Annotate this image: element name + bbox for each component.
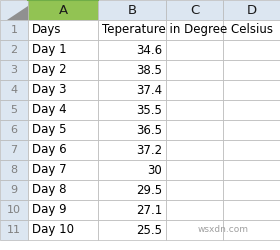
Bar [98, 200, 166, 220]
Bar [223, 160, 280, 180]
Text: 25.5: 25.5 [136, 224, 162, 236]
Bar [98, 160, 166, 180]
Text: 3: 3 [11, 65, 17, 75]
Text: Teperature in Degree Celsius: Teperature in Degree Celsius [102, 24, 273, 36]
Text: Day 6: Day 6 [32, 144, 67, 156]
Bar [223, 60, 280, 80]
Text: 34.6: 34.6 [136, 44, 162, 57]
Bar [28, 60, 98, 80]
Bar [223, 200, 280, 220]
Text: 38.5: 38.5 [136, 64, 162, 76]
Bar [223, 140, 280, 160]
Bar [98, 60, 166, 80]
Bar [28, 0, 98, 20]
Text: 30: 30 [147, 164, 162, 176]
Bar [223, 20, 280, 40]
Text: wsxdn.com: wsxdn.com [197, 226, 249, 234]
Bar [28, 40, 98, 60]
Bar [0, 60, 28, 80]
Text: 7: 7 [10, 145, 18, 155]
Bar [98, 220, 166, 240]
Bar [0, 140, 28, 160]
Bar [0, 20, 28, 40]
Bar [98, 80, 166, 100]
Bar [98, 140, 166, 160]
Polygon shape [7, 6, 28, 20]
Bar [0, 80, 28, 100]
Text: Day 10: Day 10 [32, 224, 74, 236]
Text: Day 1: Day 1 [32, 44, 67, 57]
Text: C: C [190, 4, 199, 16]
Bar [166, 80, 223, 100]
Text: 2: 2 [10, 45, 18, 55]
Text: 6: 6 [11, 125, 17, 135]
Bar [223, 220, 280, 240]
Bar [0, 180, 28, 200]
Bar [223, 80, 280, 100]
Bar [28, 140, 98, 160]
Bar [28, 100, 98, 120]
Bar [166, 120, 223, 140]
Text: 29.5: 29.5 [136, 184, 162, 196]
Text: 37.4: 37.4 [136, 84, 162, 96]
Bar [0, 160, 28, 180]
Bar [98, 40, 166, 60]
Text: B: B [127, 4, 137, 16]
Bar [166, 100, 223, 120]
Bar [223, 0, 280, 20]
Bar [28, 80, 98, 100]
Bar [28, 20, 98, 40]
Text: 27.1: 27.1 [136, 204, 162, 216]
Text: Day 2: Day 2 [32, 64, 67, 76]
Text: A: A [59, 4, 67, 16]
Bar [166, 0, 223, 20]
Bar [166, 220, 223, 240]
Bar [0, 40, 28, 60]
Bar [98, 180, 166, 200]
Bar [0, 220, 28, 240]
Bar [166, 180, 223, 200]
Bar [166, 40, 223, 60]
Text: 1: 1 [11, 25, 17, 35]
Bar [166, 160, 223, 180]
Bar [0, 200, 28, 220]
Text: 10: 10 [7, 205, 21, 215]
Text: Days: Days [32, 24, 62, 36]
Text: 9: 9 [10, 185, 18, 195]
Text: Day 8: Day 8 [32, 184, 67, 196]
Text: 11: 11 [7, 225, 21, 235]
Bar [166, 60, 223, 80]
Bar [98, 100, 166, 120]
Bar [223, 100, 280, 120]
Bar [223, 40, 280, 60]
Bar [98, 20, 166, 40]
Text: Day 4: Day 4 [32, 104, 67, 117]
Bar [0, 100, 28, 120]
Text: Day 9: Day 9 [32, 204, 67, 216]
Bar [28, 160, 98, 180]
Text: Day 3: Day 3 [32, 84, 67, 96]
Bar [223, 180, 280, 200]
Bar [166, 20, 223, 40]
Bar [0, 120, 28, 140]
Text: D: D [246, 4, 256, 16]
Text: Day 7: Day 7 [32, 164, 67, 176]
Bar [166, 200, 223, 220]
Bar [0, 0, 28, 20]
Bar [98, 0, 166, 20]
Text: 36.5: 36.5 [136, 124, 162, 136]
Bar [28, 120, 98, 140]
Text: 5: 5 [11, 105, 17, 115]
Text: 4: 4 [10, 85, 18, 95]
Bar [223, 120, 280, 140]
Text: 8: 8 [10, 165, 18, 175]
Bar [28, 200, 98, 220]
Bar [28, 220, 98, 240]
Text: 37.2: 37.2 [136, 144, 162, 156]
Bar [28, 180, 98, 200]
Bar [166, 140, 223, 160]
Text: Day 5: Day 5 [32, 124, 67, 136]
Text: 35.5: 35.5 [136, 104, 162, 117]
Bar [98, 120, 166, 140]
